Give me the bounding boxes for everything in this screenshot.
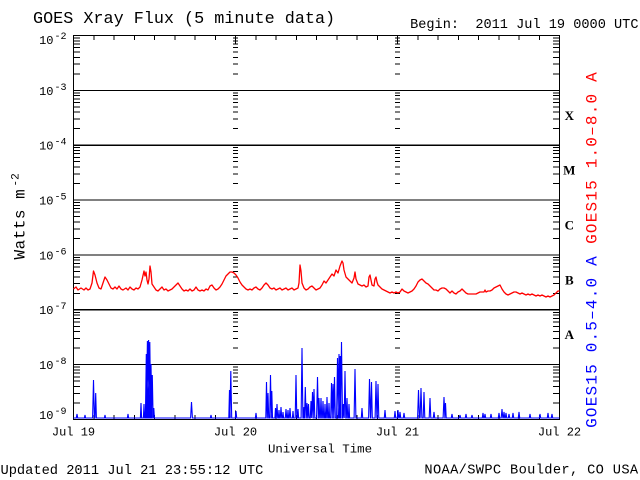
svg-text:GOES15 0.5–4.0 A: GOES15 0.5–4.0 A — [583, 255, 601, 428]
svg-text:10: 10 — [39, 304, 53, 318]
svg-text:Jul 20: Jul 20 — [214, 426, 257, 440]
svg-text:-4: -4 — [55, 138, 67, 149]
svg-text:Updated 2011 Jul 21 23:55:12 U: Updated 2011 Jul 21 23:55:12 UTC — [1, 464, 264, 479]
svg-text:Universal Time: Universal Time — [268, 443, 372, 457]
svg-text:C: C — [565, 218, 574, 233]
svg-text:-2: -2 — [11, 173, 23, 186]
svg-text:Jul 19: Jul 19 — [52, 426, 95, 440]
svg-text:Watts m: Watts m — [12, 189, 30, 260]
svg-text:X: X — [565, 108, 575, 123]
svg-text:Jul 22: Jul 22 — [538, 426, 581, 440]
svg-text:Begin: 2011 Jul 19 0000 UTC: Begin: 2011 Jul 19 0000 UTC — [410, 18, 638, 33]
svg-text:-8: -8 — [55, 357, 67, 368]
svg-text:-9: -9 — [55, 407, 67, 418]
svg-text:M: M — [563, 163, 575, 178]
svg-text:10: 10 — [39, 34, 53, 48]
svg-text:GOES Xray Flux (5 minute data): GOES Xray Flux (5 minute data) — [33, 10, 335, 29]
svg-text:10: 10 — [39, 359, 53, 373]
svg-text:-6: -6 — [55, 247, 67, 258]
svg-text:10: 10 — [39, 249, 53, 263]
svg-text:10: 10 — [39, 195, 53, 209]
svg-text:Jul 21: Jul 21 — [376, 426, 419, 440]
svg-text:GOES15 1.0–8.0 A: GOES15 1.0–8.0 A — [583, 71, 601, 244]
svg-text:-5: -5 — [55, 193, 67, 204]
svg-text:10: 10 — [39, 140, 53, 154]
svg-text:A: A — [565, 327, 575, 342]
svg-text:NOAA/SWPC Boulder, CO USA: NOAA/SWPC Boulder, CO USA — [424, 464, 639, 479]
svg-text:-3: -3 — [55, 83, 67, 94]
svg-text:10: 10 — [39, 85, 53, 99]
svg-text:10: 10 — [39, 409, 53, 423]
svg-text:-7: -7 — [55, 302, 67, 313]
svg-text:B: B — [565, 272, 574, 287]
svg-text:-2: -2 — [55, 32, 67, 43]
